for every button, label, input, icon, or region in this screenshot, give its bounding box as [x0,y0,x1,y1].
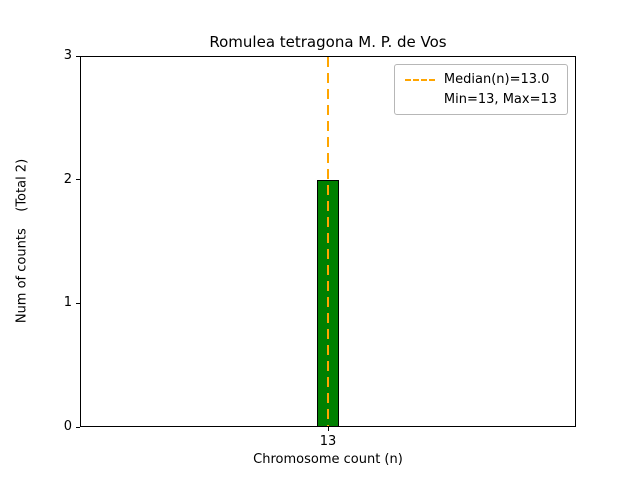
y-tick-mark [76,302,80,304]
median-line-sample-icon [404,78,435,81]
x-tick-mark [327,427,329,431]
legend-minmax-label: Min=13, Max=13 [443,92,557,107]
y-tick-mark [76,426,80,428]
plot-area: Median(n)=13.0 Min=13, Max=13 [80,56,576,427]
x-axis-label: Chromosome count (n) [253,452,403,467]
legend-row-median: Median(n)=13.0 [404,72,557,87]
legend-spacer [405,99,435,101]
legend-median-label: Median(n)=13.0 [443,72,550,87]
y-tick-mark [76,179,80,181]
legend-row-minmax: Min=13, Max=13 [405,92,557,107]
y-tick-label: 1 [63,295,72,311]
legend: Median(n)=13.0 Min=13, Max=13 [393,64,568,115]
chart-title: Romulea tetragona M. P. de Vos [209,33,447,51]
y-tick-label: 0 [63,419,72,434]
median-line [327,57,329,426]
y-tick-mark [76,55,80,57]
y-tick-label: 3 [63,48,72,63]
x-tick-label: 13 [319,434,337,449]
y-tick-label: 2 [63,171,72,187]
